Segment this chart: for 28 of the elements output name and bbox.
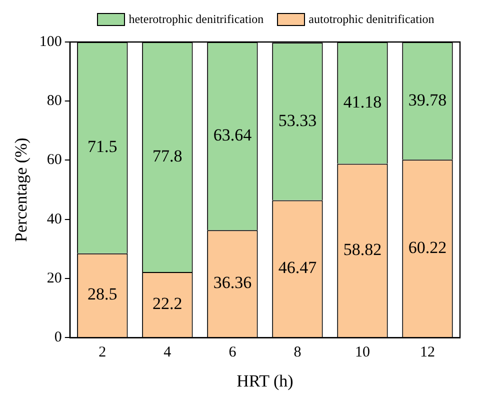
data-label: 63.64 bbox=[213, 126, 252, 145]
data-label: 28.5 bbox=[88, 284, 118, 304]
y-tick-label: 0 bbox=[54, 330, 62, 346]
y-tick-label: 80 bbox=[46, 93, 62, 110]
data-label: 36.36 bbox=[213, 273, 252, 292]
data-label: 41.18 bbox=[343, 92, 382, 112]
data-label: 77.8 bbox=[152, 146, 182, 166]
data-label: 71.5 bbox=[88, 137, 118, 156]
x-tick-label: 2 bbox=[98, 344, 106, 361]
x-tick-label: 6 bbox=[228, 344, 237, 361]
y-tick-label: 60 bbox=[46, 152, 62, 168]
data-label: 58.82 bbox=[343, 240, 382, 259]
data-label: 22.2 bbox=[152, 294, 182, 314]
y-axis-title: Percentage (%) bbox=[12, 138, 31, 242]
data-label: 53.33 bbox=[278, 110, 317, 130]
y-tick-label: 20 bbox=[46, 270, 62, 286]
x-tick-label: 10 bbox=[354, 344, 370, 361]
data-label: 39.78 bbox=[408, 90, 447, 110]
legend-label: autotrophic denitrification bbox=[308, 12, 434, 26]
x-tick-label: 8 bbox=[294, 344, 302, 361]
x-tick-label: 4 bbox=[164, 344, 172, 361]
y-tick-label: 100 bbox=[39, 34, 62, 50]
data-label: 46.47 bbox=[278, 258, 318, 278]
y-tick-label: 40 bbox=[46, 211, 62, 228]
legend-label: heterotrophic denitrification bbox=[128, 12, 264, 26]
x-tick-label: 12 bbox=[420, 344, 435, 361]
x-axis-title: HRT (h) bbox=[236, 371, 294, 390]
data-label: 60.22 bbox=[408, 238, 447, 257]
